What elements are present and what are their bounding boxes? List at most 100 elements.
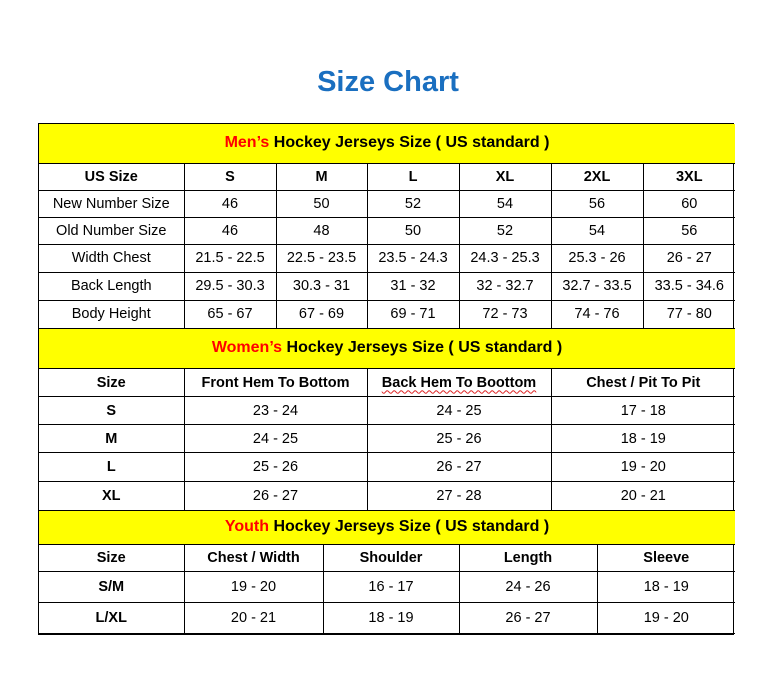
table-row: S 23 - 24 24 - 25 17 - 18: [39, 396, 736, 425]
table-row: S/M 19 - 20 16 - 17 24 - 26 18 - 19: [39, 570, 736, 603]
table-cell: 77 - 80: [642, 299, 736, 329]
row-label: S: [39, 396, 185, 425]
column-header-label: Sleeve: [643, 549, 690, 566]
table-cell: 19 - 20: [596, 601, 736, 634]
table-cell: 29.5 - 30.3: [183, 271, 277, 301]
table-cell: 18 - 19: [596, 570, 736, 603]
column-header: L: [366, 162, 460, 191]
table-cell: 25 - 26: [366, 424, 552, 453]
column-header: Size: [39, 543, 185, 572]
row-label: Old Number Size: [39, 216, 185, 245]
column-header-label: Chest / Pit To Pit: [586, 374, 701, 391]
column-header-label: Size: [96, 549, 126, 566]
table-row: Width Chest 21.5 - 22.5 22.5 - 23.5 23.5 - …: [39, 243, 736, 273]
women-header-highlight: Women’s: [211, 339, 283, 357]
column-header: Back Hem To Boottom: [366, 368, 552, 397]
men-header-highlight: Men’s: [224, 134, 270, 152]
table-cell: 50: [275, 189, 368, 218]
table-cell: 20 - 21: [183, 601, 324, 634]
table-row: New Number Size 46 50 52 54 56 60: [39, 189, 736, 218]
column-header: 3XL: [642, 162, 736, 191]
table-cell: 46: [183, 189, 277, 218]
women-header-row: Women’s Hockey Jerseys Size ( US standar…: [39, 328, 736, 369]
table-cell: 27 - 28: [366, 481, 552, 511]
table-row: M 24 - 25 25 - 26 18 - 19: [39, 424, 736, 453]
column-header: Sleeve: [596, 543, 736, 572]
youth-column-headers: Size Chest / Width Shoulder Length Sleeve: [39, 543, 736, 572]
column-header: Front Hem To Bottom: [183, 368, 368, 397]
youth-header-text: Hockey Jerseys Size ( US standard ): [269, 518, 550, 536]
table-cell: 25.3 - 26: [550, 243, 644, 273]
column-header: Shoulder: [322, 543, 460, 572]
row-label: Width Chest: [39, 243, 185, 273]
column-header-label: L: [408, 168, 418, 185]
table-cell: 26 - 27: [458, 601, 598, 634]
womens-size-table: Women’s Hockey Jerseys Size ( US standar…: [39, 328, 736, 511]
table-cell: 52: [458, 216, 552, 245]
table-row: Back Length 29.5 - 30.3 30.3 - 31 31 - 32 32…: [39, 271, 736, 301]
table-cell: 54: [550, 216, 644, 245]
column-header: XL: [458, 162, 552, 191]
row-label: M: [39, 424, 185, 453]
women-section-header: Women’s Hockey Jerseys Size ( US standar…: [39, 328, 736, 369]
men-section-header: Men’s Hockey Jerseys Size ( US standard …: [39, 124, 736, 164]
column-header: S: [183, 162, 277, 191]
column-header-label: XL: [495, 168, 515, 185]
men-column-headers: US Size S M L XL 2XL 3XL: [39, 162, 736, 191]
men-header-text: Hockey Jerseys Size ( US standard ): [269, 134, 550, 152]
column-header: Chest / Pit To Pit: [550, 368, 736, 397]
table-row: Old Number Size 46 48 50 52 54 56: [39, 216, 736, 245]
table-row: XL 26 - 27 27 - 28 20 - 21: [39, 481, 736, 511]
row-label: XL: [39, 481, 185, 511]
table-cell: 46: [183, 216, 277, 245]
table-cell: 50: [366, 216, 460, 245]
table-cell: 48: [275, 216, 368, 245]
column-header: Length: [458, 543, 598, 572]
table-cell: 20 - 21: [550, 481, 736, 511]
column-header: 2XL: [550, 162, 644, 191]
table-cell: 25 - 26: [183, 452, 368, 482]
table-cell: 26 - 27: [366, 452, 552, 482]
youth-header-highlight: Youth: [224, 518, 270, 536]
table-cell: 23.5 - 24.3: [366, 243, 460, 273]
column-header: Chest / Width: [183, 543, 324, 572]
table-cell: 60: [642, 189, 736, 218]
column-header-label: Length: [503, 549, 553, 566]
row-label: New Number Size: [39, 189, 185, 218]
table-cell: 26 - 27: [183, 481, 368, 511]
column-header: US Size: [39, 162, 185, 191]
women-column-headers: Size Front Hem To Bottom Back Hem To Boott…: [39, 368, 736, 397]
table-cell: 65 - 67: [183, 299, 277, 329]
column-header-label: 2XL: [583, 168, 611, 185]
column-header: Size: [39, 368, 185, 397]
table-cell: 24 - 26: [458, 570, 598, 603]
page-title: Size Chart: [317, 66, 459, 98]
table-cell: 17 - 18: [550, 396, 736, 425]
table-cell: 19 - 20: [550, 452, 736, 482]
table-cell: 67 - 69: [275, 299, 368, 329]
table-cell: 31 - 32: [366, 271, 460, 301]
table-cell: 56: [550, 189, 644, 218]
column-header-label: M: [315, 168, 328, 185]
table-cell: 24.3 - 25.3: [458, 243, 552, 273]
table-row: L 25 - 26 26 - 27 19 - 20: [39, 452, 736, 482]
row-label: Back Length: [39, 271, 185, 301]
row-label: L: [39, 452, 185, 482]
table-cell: 32 - 32.7: [458, 271, 552, 301]
row-label: L/XL: [39, 601, 185, 634]
table-cell: 18 - 19: [550, 424, 736, 453]
table-cell: 24 - 25: [183, 424, 368, 453]
table-cell: 18 - 19: [322, 601, 460, 634]
size-chart: Men’s Hockey Jerseys Size ( US standard …: [38, 123, 736, 635]
table-cell: 22.5 - 23.5: [275, 243, 368, 273]
table-cell: 33.5 - 34.6: [642, 271, 736, 301]
youth-section-header: Youth Hockey Jerseys Size ( US standard …: [39, 511, 736, 545]
column-header-label: Shoulder: [359, 549, 423, 566]
table-cell: 26 - 27: [642, 243, 736, 273]
table-cell: 54: [458, 189, 552, 218]
table-cell: 69 - 71: [366, 299, 460, 329]
table-row: Body Height 65 - 67 67 - 69 69 - 71 72 - 73 7…: [39, 299, 736, 329]
table-cell: 74 - 76: [550, 299, 644, 329]
row-label: Body Height: [39, 299, 185, 329]
table-row: L/XL 20 - 21 18 - 19 26 - 27 19 - 20: [39, 601, 736, 634]
